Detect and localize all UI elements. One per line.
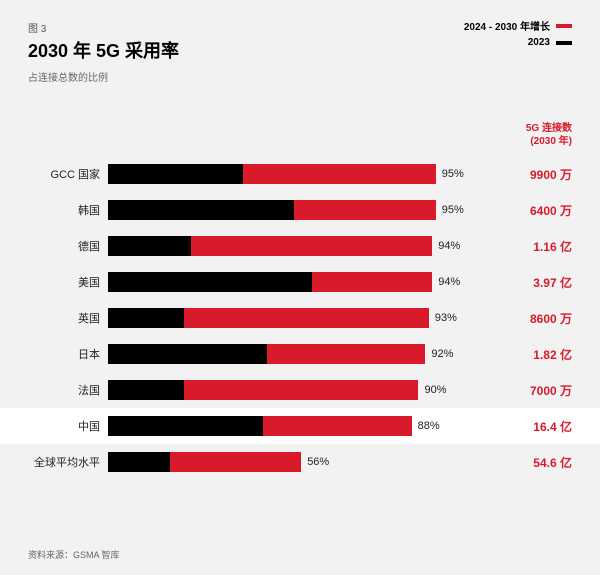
- percent-label: 95%: [442, 204, 464, 216]
- legend-growth-label: 2024 - 2030 年增长: [464, 18, 550, 33]
- bar-segment-growth: [191, 236, 433, 256]
- legend-growth: 2024 - 2030 年增长: [464, 18, 572, 33]
- bar-segment-base: [108, 272, 312, 292]
- percent-label: 95%: [442, 168, 464, 180]
- bar-segment-base: [108, 200, 294, 220]
- bar-segment-growth: [294, 200, 435, 220]
- bar-track: [108, 308, 429, 328]
- bar-area: 90%: [108, 376, 500, 404]
- connections-column-header: 5G 连接数 (2030 年): [0, 122, 600, 148]
- bar-segment-growth: [184, 380, 419, 400]
- bar-segment-growth: [312, 272, 433, 292]
- row-label: 英国: [28, 310, 108, 326]
- row-label: 美国: [28, 274, 108, 290]
- bar-segment-base: [108, 236, 191, 256]
- bar-segment-growth: [243, 164, 436, 184]
- table-row: 日本 92% 1.82 亿: [28, 336, 572, 372]
- percent-label: 88%: [418, 420, 440, 432]
- connections-value: 1.82 亿: [500, 346, 572, 363]
- percent-label: 94%: [438, 276, 460, 288]
- bar-chart: GCC 国家 95% 9900 万韩国 95% 6400 万德国 94% 1.16 亿美国 9…: [0, 156, 600, 480]
- bar-area: 95%: [108, 196, 500, 224]
- row-label: 法国: [28, 382, 108, 398]
- connections-value: 54.6 亿: [500, 454, 572, 471]
- connections-value: 1.16 亿: [500, 238, 572, 255]
- row-label: 韩国: [28, 202, 108, 218]
- bar-track: [108, 164, 436, 184]
- row-label: GCC 国家: [28, 166, 108, 182]
- table-row: 韩国 95% 6400 万: [28, 192, 572, 228]
- legend: 2024 - 2030 年增长 2023: [464, 18, 572, 52]
- percent-label: 93%: [435, 312, 457, 324]
- row-label: 中国: [28, 418, 108, 434]
- source-note: 资料来源：GSMA 智库: [28, 548, 120, 561]
- row-label: 全球平均水平: [28, 454, 108, 470]
- bar-area: 94%: [108, 232, 500, 260]
- legend-base-swatch: [556, 41, 572, 45]
- bar-segment-base: [108, 344, 267, 364]
- bar-area: 56%: [108, 448, 500, 476]
- percent-label: 90%: [424, 384, 446, 396]
- bar-track: [108, 380, 418, 400]
- bar-segment-growth: [263, 416, 411, 436]
- table-row: 全球平均水平 56% 54.6 亿: [28, 444, 572, 480]
- row-label: 德国: [28, 238, 108, 254]
- bar-segment-growth: [170, 452, 301, 472]
- bar-track: [108, 272, 432, 292]
- legend-base-label: 2023: [528, 37, 550, 48]
- bar-segment-growth: [267, 344, 426, 364]
- row-label: 日本: [28, 346, 108, 362]
- table-row: 德国 94% 1.16 亿: [28, 228, 572, 264]
- bar-area: 95%: [108, 160, 500, 188]
- connections-value: 3.97 亿: [500, 274, 572, 291]
- table-row: 法国 90% 7000 万: [28, 372, 572, 408]
- percent-label: 56%: [307, 456, 329, 468]
- bar-track: [108, 344, 425, 364]
- connections-value: 8600 万: [500, 310, 572, 327]
- subtitle: 占连接总数的比例: [28, 69, 572, 84]
- bar-segment-base: [108, 308, 184, 328]
- legend-base: 2023: [464, 37, 572, 48]
- table-row: GCC 国家 95% 9900 万: [28, 156, 572, 192]
- legend-growth-swatch: [556, 24, 572, 28]
- connections-value: 9900 万: [500, 166, 572, 183]
- bar-area: 94%: [108, 268, 500, 296]
- bar-track: [108, 416, 412, 436]
- bar-area: 93%: [108, 304, 500, 332]
- bar-track: [108, 200, 436, 220]
- table-row: 英国 93% 8600 万: [28, 300, 572, 336]
- bar-track: [108, 452, 301, 472]
- connections-value: 7000 万: [500, 382, 572, 399]
- bar-area: 88%: [108, 412, 500, 440]
- bar-segment-growth: [184, 308, 429, 328]
- bar-track: [108, 236, 432, 256]
- percent-label: 94%: [438, 240, 460, 252]
- bar-segment-base: [108, 164, 243, 184]
- table-row: 美国 94% 3.97 亿: [28, 264, 572, 300]
- bar-segment-base: [108, 416, 263, 436]
- bar-segment-base: [108, 380, 184, 400]
- percent-label: 92%: [431, 348, 453, 360]
- connections-value: 6400 万: [500, 202, 572, 219]
- bar-segment-base: [108, 452, 170, 472]
- table-row: 中国 88% 16.4 亿: [0, 408, 600, 444]
- bar-area: 92%: [108, 340, 500, 368]
- connections-value: 16.4 亿: [500, 418, 572, 435]
